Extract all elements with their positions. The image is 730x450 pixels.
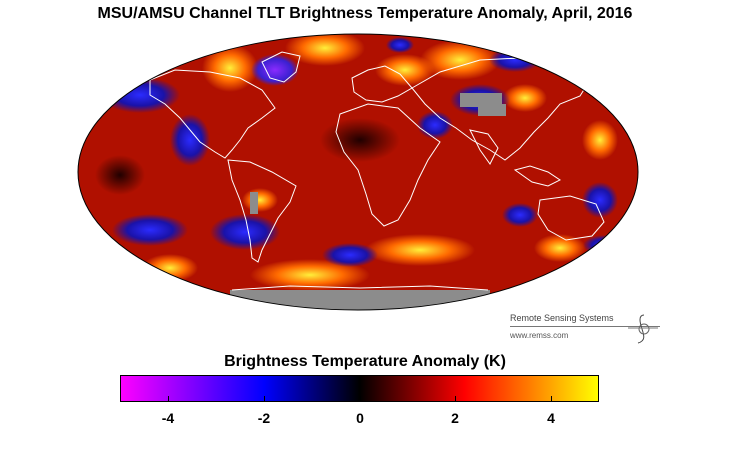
cool-anomaly-patch (100, 77, 180, 113)
cool-anomaly-patch (582, 182, 618, 218)
greenland-coastline (261, 51, 301, 83)
cool-anomaly-patch (502, 203, 538, 227)
credit-org: Remote Sensing Systems (510, 313, 614, 323)
australia-coastline (537, 195, 605, 241)
colorbar-tick-label: 4 (547, 410, 555, 426)
neutral-anomaly-patch (320, 118, 400, 162)
credit-block: Remote Sensing Systems www.remss.com (510, 313, 660, 344)
missing-data-andes (250, 192, 258, 214)
warm-anomaly-patch (242, 188, 278, 212)
colorbar-title: Brightness Temperature Anomaly (K) (224, 353, 506, 370)
asia-coastline (411, 57, 591, 161)
map-title: MSU/AMSU Channel TLT Brightness Temperat… (97, 5, 633, 22)
warm-anomaly-patch (375, 54, 435, 86)
coastlines (149, 51, 605, 291)
colorbar-tick-label: 2 (451, 410, 459, 426)
warm-anomaly-patch (285, 34, 365, 66)
warm-anomaly-patch (582, 120, 618, 160)
credit-divider (510, 326, 660, 327)
warm-anomaly-patch (202, 44, 258, 92)
africa-coastline (335, 103, 441, 227)
warm-anomaly-patch (420, 40, 500, 80)
colorbar-tick (455, 396, 456, 402)
europe-coastline (351, 65, 413, 103)
south-america-coastline (227, 159, 297, 263)
missing-data-tibet (478, 104, 506, 116)
warm-anomaly-patch (142, 254, 198, 282)
colorbar-tick (360, 396, 361, 402)
cool-anomaly-patch (489, 48, 541, 72)
cool-anomaly-patch (210, 214, 280, 250)
cool-anomaly-patch (322, 243, 378, 267)
colorbar-tick-label: 0 (356, 410, 364, 426)
cool-anomaly-patch (251, 54, 299, 86)
colorbar (120, 375, 599, 402)
warm-anomaly-patch (365, 234, 475, 266)
maritime-continent-coastline (513, 165, 561, 187)
credit-url: www.remss.com (510, 331, 569, 340)
cool-anomaly-patch (112, 214, 188, 246)
map-outline (77, 33, 639, 311)
cool-anomaly-patch (583, 235, 627, 255)
colorbar-tick (264, 396, 265, 402)
missing-data-antarctica (230, 290, 490, 310)
india-coastline (469, 129, 499, 165)
colorbar-tick-label: -2 (257, 410, 271, 426)
warm-anomaly-patch (503, 84, 547, 112)
missing-data-tibet (460, 93, 502, 107)
cool-anomaly-patch (170, 114, 210, 166)
antarctica-coastline (231, 285, 489, 291)
rss-logo-icon (628, 314, 658, 344)
neutral-anomaly-patch (95, 155, 145, 195)
warm-anomaly-patch (250, 259, 370, 291)
warm-anomaly-patch (534, 234, 586, 262)
colorbar-tick-label: -4 (161, 410, 175, 426)
cool-anomaly-patch (417, 111, 453, 139)
cool-anomaly-patch (386, 37, 414, 53)
colorbar-tick (551, 396, 552, 402)
north-america-coastline (149, 69, 276, 159)
colorbar-tick (168, 396, 169, 402)
